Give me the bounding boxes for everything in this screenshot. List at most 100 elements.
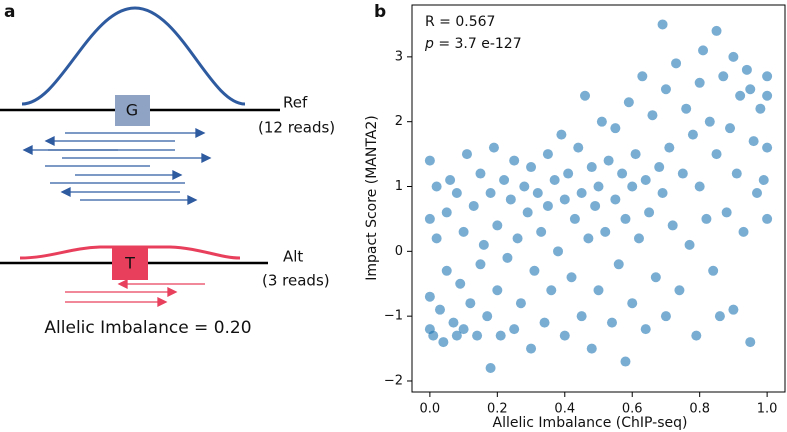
y-tick-label: 3 <box>395 49 403 64</box>
point <box>687 129 698 140</box>
point <box>708 265 719 276</box>
alt-reads: (3 reads) <box>262 272 330 290</box>
point <box>691 330 702 341</box>
alt-reads-arrows <box>65 278 205 308</box>
point <box>633 233 644 244</box>
point <box>499 175 510 186</box>
point <box>667 220 678 231</box>
point <box>593 285 604 296</box>
point <box>559 194 570 205</box>
point <box>593 181 604 192</box>
point <box>735 90 746 101</box>
point <box>424 213 435 224</box>
point <box>424 155 435 166</box>
ref-reads: (12 reads) <box>258 119 335 137</box>
point <box>515 298 526 309</box>
point <box>590 200 601 211</box>
point <box>630 149 641 160</box>
point <box>721 207 732 218</box>
plot-frame <box>411 4 786 393</box>
point <box>573 142 584 153</box>
point <box>701 213 712 224</box>
point <box>424 291 435 302</box>
point <box>563 168 574 179</box>
annotation-value: = 3.7 e-127 <box>438 36 521 52</box>
point <box>556 129 567 140</box>
point <box>553 246 564 257</box>
point <box>583 233 594 244</box>
y-tick-label: −2 <box>384 373 403 388</box>
x-tick-label: 1.0 <box>757 402 778 417</box>
point <box>492 285 503 296</box>
point <box>627 181 638 192</box>
point <box>748 136 759 147</box>
point <box>684 239 695 250</box>
point <box>731 168 742 179</box>
point <box>657 187 668 198</box>
point <box>694 181 705 192</box>
point <box>509 324 520 335</box>
point <box>485 187 496 198</box>
point <box>566 272 577 283</box>
point <box>660 311 671 322</box>
point <box>542 149 553 160</box>
point <box>522 207 533 218</box>
x-tick-label: 0.2 <box>487 402 508 417</box>
x-axis-label: Allelic Imbalance (ChIP-seq) <box>493 415 688 431</box>
x-tick-label: 0.4 <box>554 402 575 417</box>
annotation: p = 3.7 e-127 <box>424 36 522 52</box>
point <box>502 252 513 263</box>
point <box>509 155 520 166</box>
point <box>559 330 570 341</box>
panel-b: b Allelic Imbalance (ChIP-seq) Impact Sc… <box>364 2 687 431</box>
point <box>580 90 591 101</box>
point <box>711 25 722 36</box>
point <box>623 97 634 108</box>
point <box>549 175 560 186</box>
point <box>613 259 624 270</box>
point <box>617 168 628 179</box>
alt-curve <box>19 245 241 260</box>
annotation-symbol: p <box>424 36 434 52</box>
point <box>495 330 506 341</box>
point <box>475 259 486 270</box>
point <box>741 64 752 75</box>
point <box>529 265 540 276</box>
point <box>647 110 658 121</box>
point <box>620 213 631 224</box>
point <box>448 317 459 328</box>
point <box>681 103 692 114</box>
point <box>482 311 493 322</box>
point <box>755 103 766 114</box>
point <box>677 168 688 179</box>
point <box>461 149 472 160</box>
point <box>627 298 638 309</box>
point <box>603 155 614 166</box>
point <box>600 226 611 237</box>
point <box>745 84 756 95</box>
x-tick-label: 0.8 <box>689 402 710 417</box>
point <box>526 162 537 173</box>
alt-box <box>112 248 148 280</box>
point <box>431 233 442 244</box>
y-axis-label: Impact Score (MANTA2) <box>364 115 380 281</box>
point <box>451 330 462 341</box>
ref-curve <box>21 6 246 106</box>
point <box>455 278 466 289</box>
point <box>519 181 530 192</box>
point <box>704 116 715 127</box>
point <box>492 220 503 231</box>
point <box>640 175 651 186</box>
point <box>758 175 769 186</box>
point <box>711 149 722 160</box>
point <box>714 311 725 322</box>
point <box>451 187 462 198</box>
point <box>762 90 773 101</box>
point <box>596 116 607 127</box>
point <box>485 363 496 374</box>
point <box>468 200 479 211</box>
point <box>644 207 655 218</box>
point <box>650 272 661 283</box>
point <box>620 356 631 367</box>
point <box>725 123 736 134</box>
